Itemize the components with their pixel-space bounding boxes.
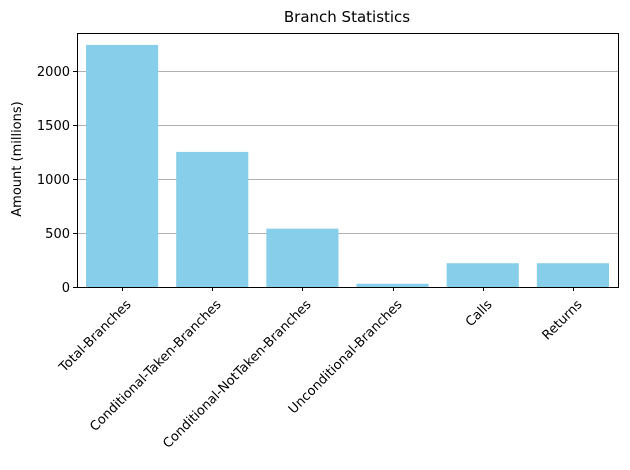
y-tick-label: 1500 [37,119,70,134]
bar-returns [536,263,609,287]
x-tick-label: Returns [540,297,586,343]
bars [86,44,609,288]
plot-frame [77,33,619,288]
y-tick-label: 0 [62,281,70,296]
bar-conditional-taken-branches [176,151,249,287]
y-tick-label: 2000 [37,65,70,80]
y-tick-label: 500 [45,227,70,242]
bar-calls [446,263,519,287]
bar-total-branches [86,44,159,288]
x-tick-label: Conditional-NotTaken-Branches [160,297,314,451]
grid-lines [77,71,618,234]
x-tick-label: Calls [463,297,496,330]
chart-title: Branch Statistics [284,8,410,26]
x-tick-label: Total-Branches [56,297,135,376]
y-axis-label: Amount (millions) [10,101,25,216]
bar-conditional-nottaken-branches [266,228,339,287]
bar-unconditional-branches [356,283,429,287]
y-tick-label: 1000 [37,173,70,188]
